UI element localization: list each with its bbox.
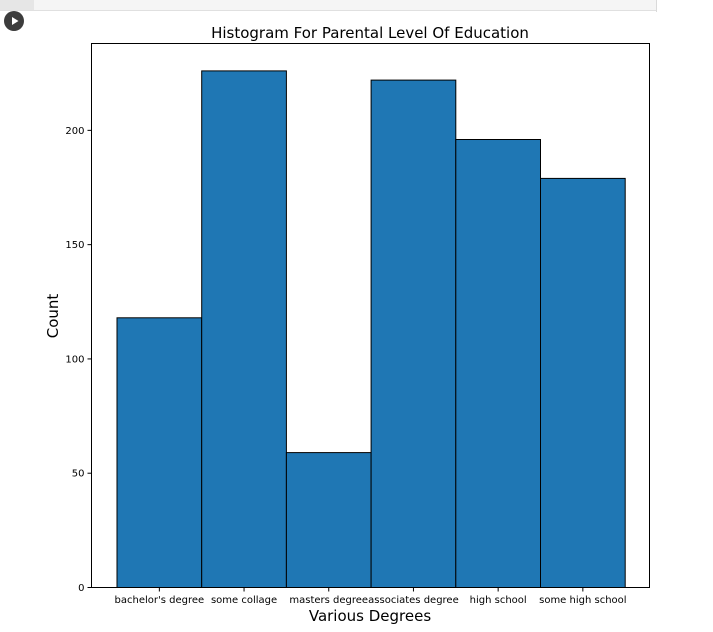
- bars-group: [116, 70, 626, 588]
- x-tick-label-0: bachelor's degree: [115, 595, 205, 606]
- y-axis-ticks: 0 50 100 150 200: [65, 126, 92, 594]
- toolbar-tab[interactable]: [0, 0, 34, 10]
- x-tick-label-5: some high school: [539, 595, 626, 606]
- bar-3: [370, 79, 457, 588]
- bar-1: [201, 70, 287, 588]
- y-tick-label-4: 200: [65, 126, 84, 137]
- bar-2: [285, 452, 372, 588]
- y-tick-label-1: 50: [72, 469, 85, 480]
- bar-4: [455, 139, 541, 588]
- toolbar-strip: [0, 0, 656, 11]
- play-icon: [12, 17, 19, 25]
- notebook-toolbar: [0, 0, 713, 12]
- x-tick-label-3: associates degree: [368, 595, 459, 606]
- x-tick-label-4: high school: [470, 595, 527, 606]
- y-tick-label-2: 100: [65, 354, 84, 365]
- y-tick-label-0: 0: [78, 583, 84, 594]
- chart-title: Histogram For Parental Level Of Educatio…: [211, 24, 529, 42]
- x-axis-label: Various Degrees: [309, 607, 431, 625]
- y-tick-label-3: 150: [65, 240, 84, 251]
- x-tick-label-1: some collage: [211, 595, 277, 606]
- toolbar-divider: [656, 0, 657, 12]
- bar-5: [540, 177, 626, 588]
- y-axis-label: Count: [44, 294, 62, 339]
- run-cell-button[interactable]: [4, 11, 24, 31]
- axes-frame: [91, 43, 650, 588]
- x-tick-label-2: masters degree: [289, 595, 368, 606]
- bar-0: [116, 317, 203, 588]
- x-axis-ticks: bachelor's degree some collage masters deg…: [115, 587, 627, 606]
